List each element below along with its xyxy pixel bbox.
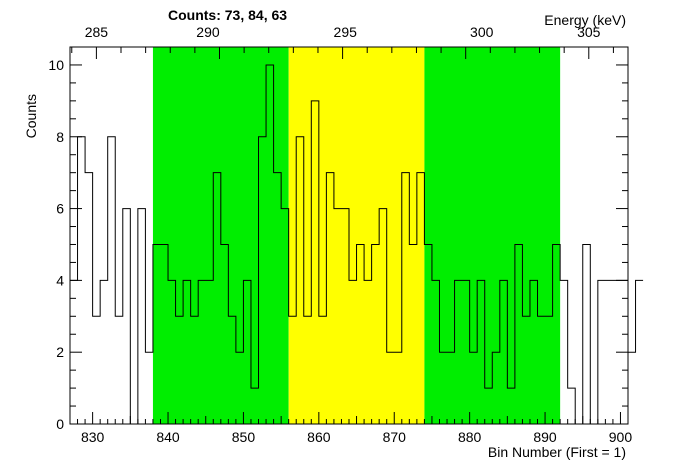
energy-axis-title: Energy (keV) bbox=[544, 12, 626, 28]
axis-ticks bbox=[69, 46, 629, 425]
y-tick-label: 6 bbox=[56, 201, 64, 217]
tick-labels: 830 840 850 860 870 880 890 900 285 290 295 300 305 0… bbox=[48, 24, 632, 445]
y-axis-title: Counts bbox=[23, 94, 39, 138]
x-tick-label: 900 bbox=[609, 429, 633, 445]
x-tick-label: 830 bbox=[81, 429, 105, 445]
y-tick-label: 4 bbox=[56, 272, 64, 288]
y-tick-label: 0 bbox=[56, 416, 64, 432]
energy-tick-label: 290 bbox=[196, 24, 220, 40]
y-tick-label: 10 bbox=[48, 57, 64, 73]
x-axis-title: Bin Number (First = 1) bbox=[488, 444, 626, 460]
counts-title: Counts: 73, 84, 63 bbox=[168, 7, 287, 23]
region-bands bbox=[152, 47, 561, 424]
x-tick-label: 880 bbox=[458, 429, 482, 445]
y-tick-label: 8 bbox=[56, 129, 64, 145]
histogram-line bbox=[70, 64, 644, 425]
x-tick-label: 850 bbox=[232, 429, 256, 445]
energy-tick-label: 300 bbox=[470, 24, 494, 40]
x-tick-label: 890 bbox=[533, 429, 557, 445]
x-tick-label: 860 bbox=[307, 429, 331, 445]
energy-tick-label: 295 bbox=[334, 24, 358, 40]
energy-tick-label: 305 bbox=[577, 24, 601, 40]
x-tick-label: 870 bbox=[383, 429, 407, 445]
region-band-2 bbox=[288, 47, 425, 424]
x-tick-label: 840 bbox=[156, 429, 180, 445]
energy-tick-label: 285 bbox=[85, 24, 109, 40]
y-tick-label: 2 bbox=[56, 344, 64, 360]
